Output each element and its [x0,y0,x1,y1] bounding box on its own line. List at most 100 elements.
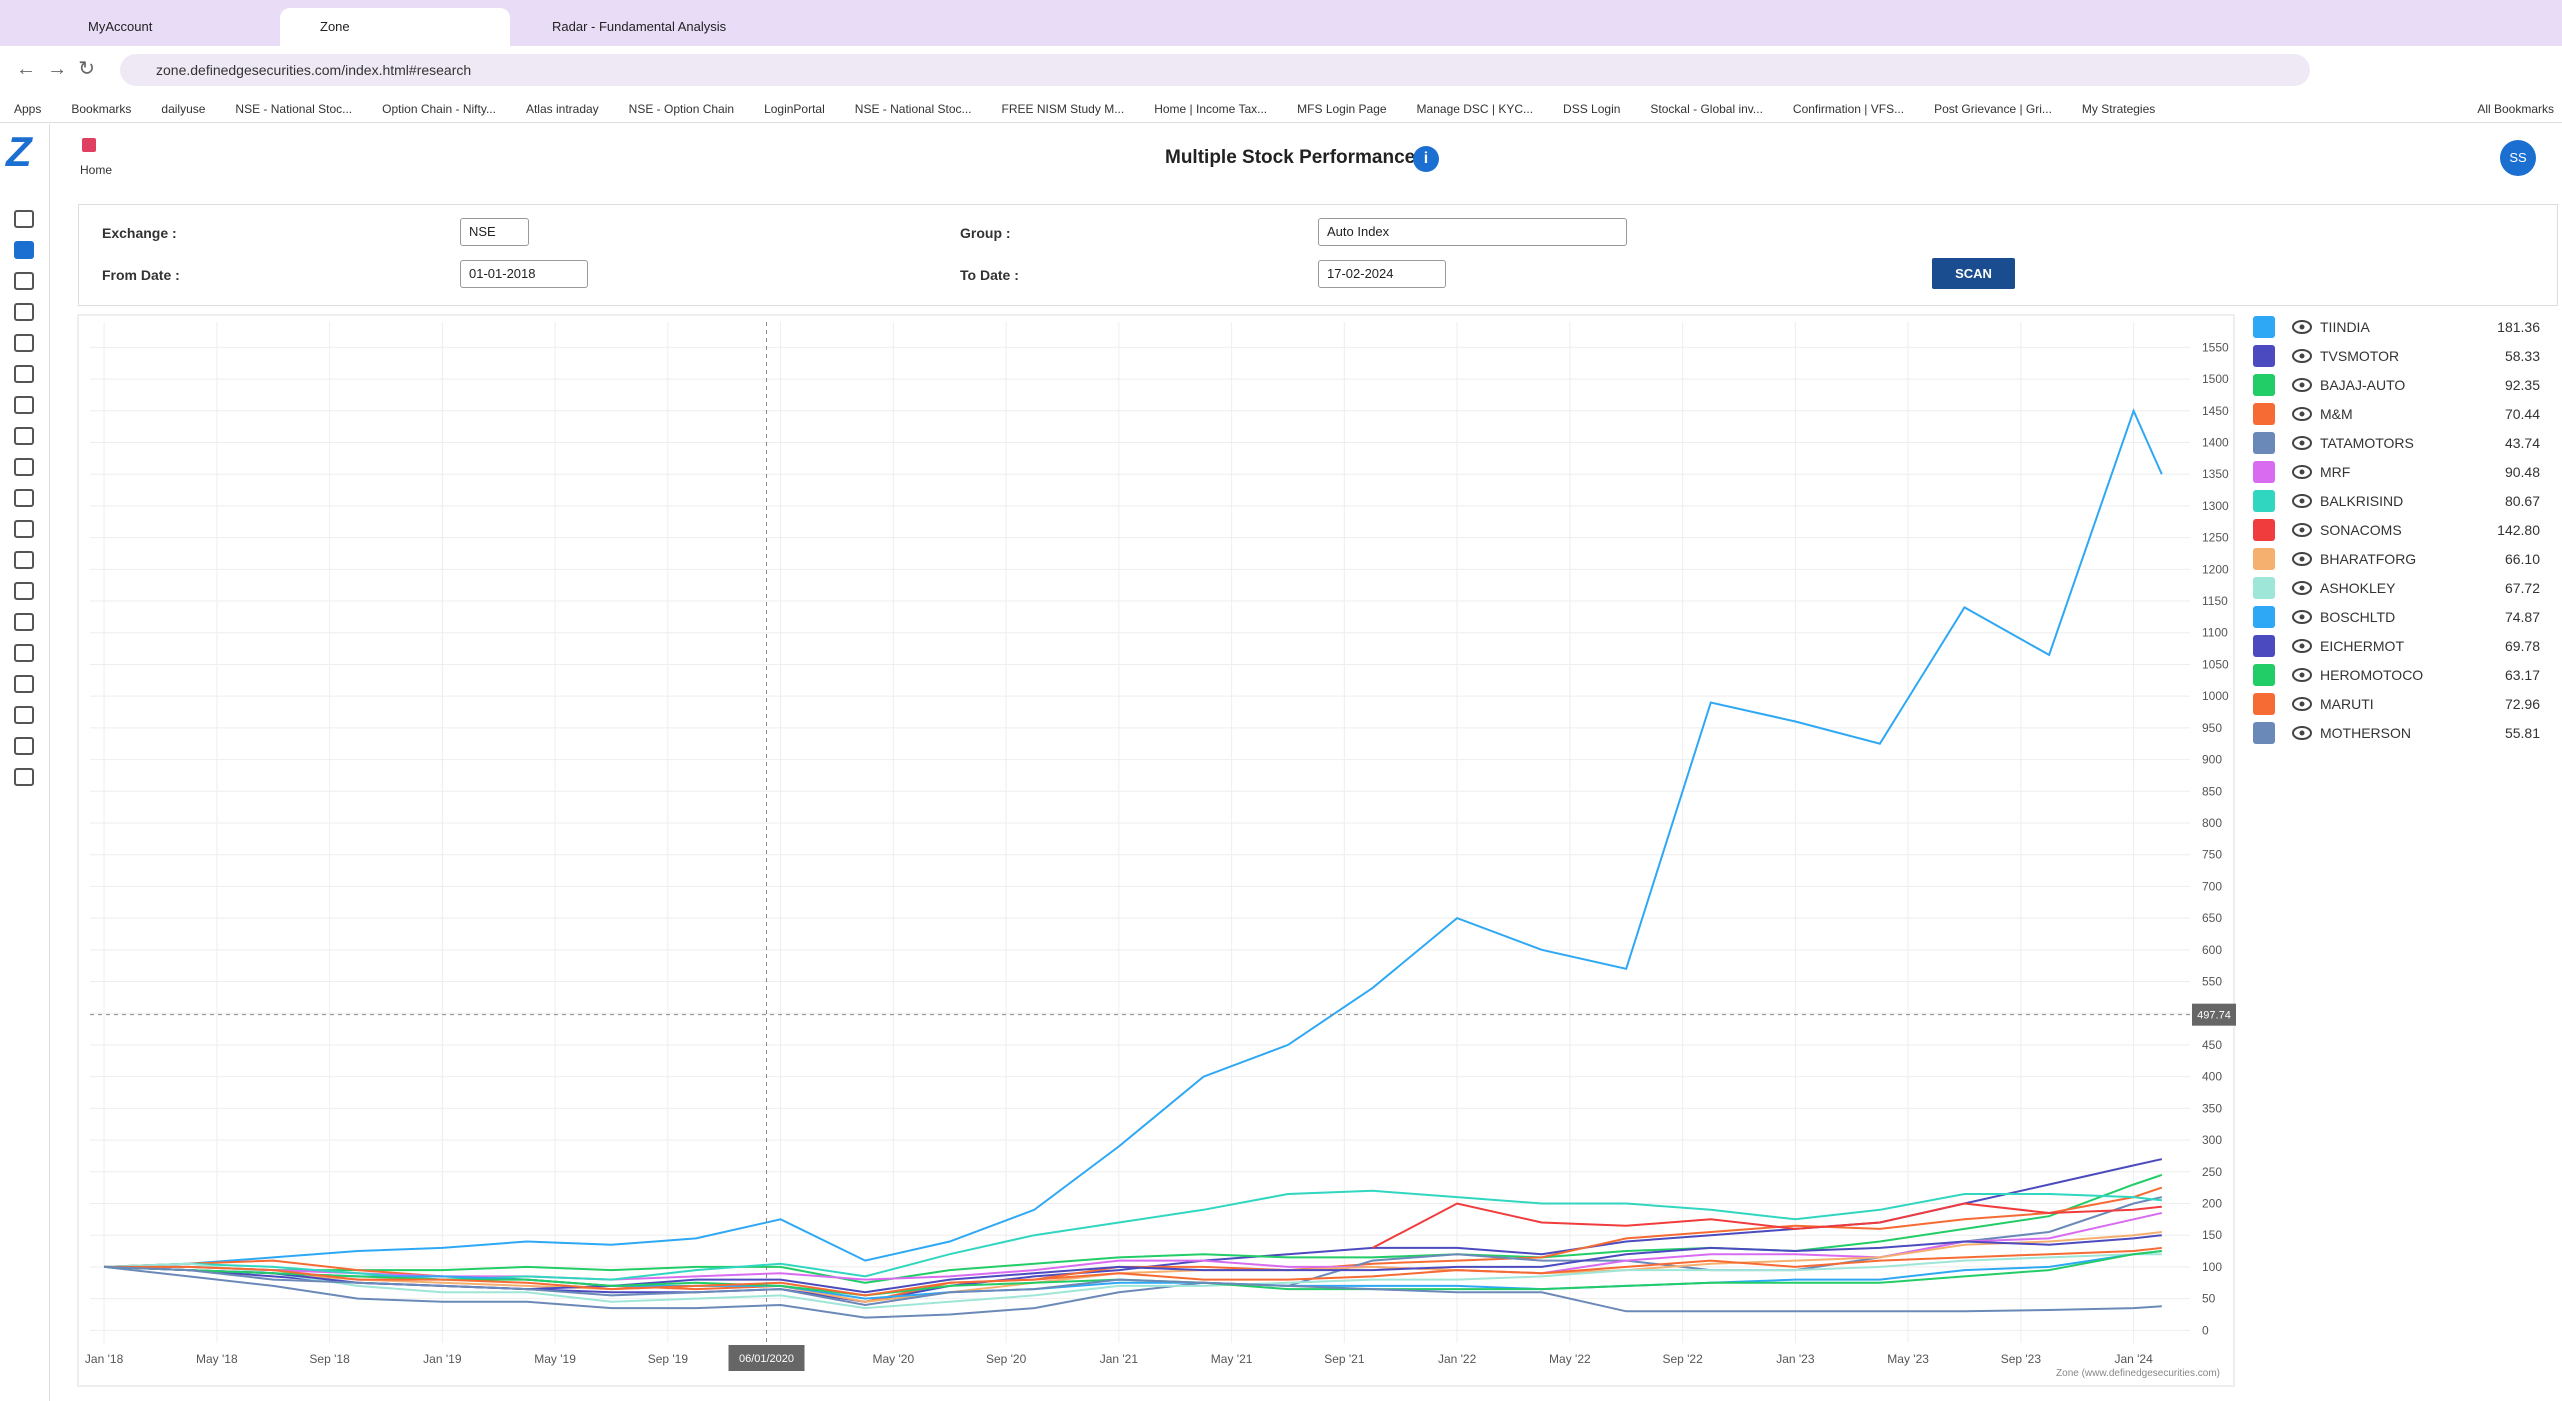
sidebar-icon[interactable] [14,489,34,507]
label: To Date : [960,267,1019,283]
sidebar-icon[interactable] [14,334,34,352]
bookmark[interactable]: NSE - National Stoc... [854,102,972,116]
y-tick-label: 450 [2202,1038,2222,1052]
series-line [104,1265,2162,1313]
group-select[interactable]: Auto Index [1318,218,1627,246]
bookmark[interactable]: NSE - Option Chain [628,102,735,116]
series-line [104,1246,2162,1297]
bookmark[interactable]: Home | Income Tax... [1154,102,1268,116]
crosshair-x-label: 06/01/2020 [739,1353,794,1365]
scan-button[interactable]: SCAN [1932,258,2015,289]
exchange-select[interactable]: NSE [460,218,529,246]
y-tick-label: 1550 [2202,340,2229,354]
legend-eye [2292,581,2312,595]
legend-stat: 43.74 [2505,435,2540,451]
legend-name: M&M [2320,406,2353,422]
sidebar-icon[interactable] [14,365,34,383]
home-link[interactable]: Home [80,163,113,177]
bookmark[interactable]: FREE NISM Study M... [1001,102,1125,116]
avatar[interactable]: SS [2500,140,2536,176]
legend-eye-pupil [2299,411,2305,417]
x-tick-label: Jan '21 [1100,1352,1139,1366]
bookmark[interactable]: Apps [14,102,42,116]
sidebar-icon[interactable] [14,272,34,290]
y-tick-label: 850 [2202,784,2222,798]
sidebar-icon[interactable] [14,768,34,786]
tab[interactable]: Zone [280,8,510,46]
bookmark[interactable]: Stockal - Global inv... [1650,102,1763,116]
y-tick-label: 1450 [2202,404,2229,418]
label: Group : [960,225,1011,241]
sidebar-icon[interactable] [14,427,34,445]
url-bar[interactable]: zone.definedgesecurities.com/index.html#… [120,54,2310,86]
legend-eye-pupil [2299,440,2305,446]
sidebar-icon[interactable] [14,396,34,414]
series-line [104,1250,2162,1300]
y-tick-label: 700 [2202,879,2222,893]
legend-stat: 70.44 [2505,406,2540,422]
from-date[interactable]: 01-01-2018 [460,260,588,288]
sidebar-icon[interactable] [14,582,34,600]
bookmark[interactable]: Option Chain - Nifty... [382,102,496,116]
legend-eye-pupil [2299,353,2305,359]
y-tick-label: 400 [2202,1070,2222,1084]
label: Exchange : [102,225,177,241]
sidebar-icon[interactable] [14,706,34,724]
tab[interactable]: Radar - Fundamental Analysis [552,19,727,34]
legend-eye-pupil [2299,556,2305,562]
sidebar-icon[interactable] [14,551,34,569]
x-tick-label: May '21 [1211,1352,1253,1366]
sidebar-icon[interactable] [14,241,34,259]
legend-eye [2292,552,2312,566]
legend-eye-pupil [2299,730,2305,736]
sidebar: Z [0,124,50,1401]
bookmark[interactable]: dailyuse [161,102,206,116]
legend-name: BAJAJ-AUTO [2320,377,2405,393]
tab[interactable]: MyAccount [88,19,153,34]
sidebar-icon[interactable] [14,644,34,662]
legend-swatch [2253,577,2275,599]
legend-stat: 66.10 [2505,551,2540,567]
sidebar-icon[interactable] [14,210,34,228]
bookmark[interactable]: Bookmarks [71,102,132,116]
bookmark[interactable]: DSS Login [1563,102,1621,116]
sidebar-icon[interactable] [14,458,34,476]
bookmark[interactable]: Manage DSC | KYC... [1416,102,1534,116]
series-line [104,1253,2162,1310]
sidebar-icon[interactable] [14,613,34,631]
legend-stat: 74.87 [2505,609,2540,625]
x-tick-label: Sep '21 [1324,1352,1365,1366]
y-tick-label: 1500 [2202,372,2229,386]
bookmark[interactable]: Confirmation | VFS... [1792,102,1905,116]
legend-stat: 72.96 [2505,696,2540,712]
home-icon[interactable] [82,138,96,152]
legend-name: BOSCHLTD [2320,609,2395,625]
legend-name: SONACOMS [2320,522,2402,538]
bookmark[interactable]: My Strategies [2081,102,2156,116]
y-tick-label: 350 [2202,1101,2222,1115]
bookmark[interactable]: LoginPortal [764,102,825,116]
info-icon[interactable]: i [1413,146,1439,172]
bookmark[interactable]: Atlas intraday [525,102,599,116]
legend-eye [2292,726,2312,740]
y-tick-label: 1250 [2202,531,2229,545]
bookmark[interactable]: Post Grievance | Gri... [1934,102,2052,116]
all-bookmarks[interactable]: All Bookmarks [2477,102,2554,116]
legend-name: MARUTI [2320,696,2374,712]
legend-eye-pupil [2299,614,2305,620]
y-tick-label: 1050 [2202,657,2229,671]
sidebar-icon[interactable] [14,675,34,693]
legend-name: MRF [2320,464,2350,480]
nav-buttons[interactable]: ← → ↻ [16,58,95,80]
bookmark[interactable]: NSE - National Stoc... [235,102,353,116]
sidebar-icon[interactable] [14,737,34,755]
bookmark[interactable]: MFS Login Page [1297,102,1387,116]
legend-eye [2292,668,2312,682]
sidebar-icon[interactable] [14,520,34,538]
legend-swatch [2253,664,2275,686]
logo[interactable]: Z [6,128,32,175]
to-date[interactable]: 17-02-2024 [1318,260,1446,288]
legend-eye [2292,494,2312,508]
sidebar-icon[interactable] [14,303,34,321]
